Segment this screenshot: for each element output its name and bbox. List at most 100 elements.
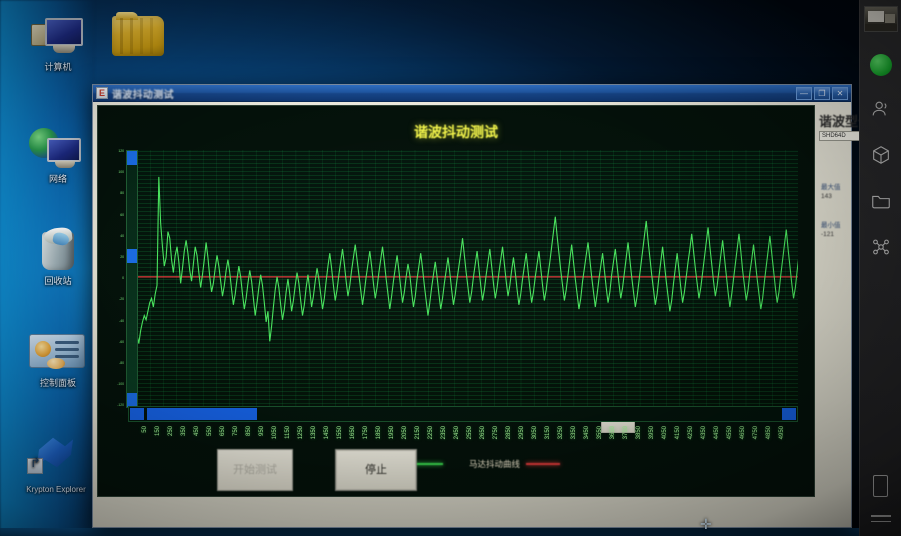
x-tick-label: 1850: [376, 426, 382, 440]
x-tick-label: 2450: [454, 426, 460, 440]
hscroll-thumb[interactable]: [147, 408, 257, 420]
x-tick-label: 2350: [441, 426, 447, 440]
x-tick-label: 4650: [740, 426, 746, 440]
window-title: 谐波抖动测试: [112, 89, 174, 101]
x-tick-label: 1150: [285, 426, 291, 439]
control-panel-icon: [27, 330, 89, 376]
x-tick-label: 1350: [311, 426, 317, 440]
thumbnail-preview[interactable]: [863, 6, 898, 32]
hscroll-right-thumb[interactable]: [782, 408, 796, 420]
y-tick-label: 40: [120, 233, 124, 238]
x-tick-label: 650: [220, 426, 226, 437]
phone-icon[interactable]: [873, 475, 888, 498]
chart-plot-area[interactable]: [136, 150, 798, 408]
share-nodes-icon[interactable]: [868, 234, 894, 260]
legend-swatch-red: [526, 463, 561, 465]
taskbar[interactable]: [0, 528, 860, 536]
desktop-icon-label: 计算机: [44, 62, 72, 72]
x-tick-label: 2250: [428, 426, 434, 440]
x-tick-label: 850: [246, 426, 252, 437]
status-dot[interactable]: [869, 54, 892, 76]
network-icon: [27, 126, 89, 172]
vscroll-up-thumb[interactable]: [127, 151, 137, 165]
x-tick-label: 3850: [636, 426, 642, 440]
legend-item-motor: 马达抖动曲线: [469, 458, 561, 470]
window-title-bar[interactable]: E 谐波抖动测试 — ❐ ✕: [93, 85, 851, 102]
x-tick-label: 3350: [571, 426, 577, 440]
maximize-button[interactable]: ❐: [814, 87, 830, 100]
y-tick-label: 100: [118, 170, 124, 175]
x-tick-label: 4750: [753, 426, 759, 440]
x-tick-label: 4550: [727, 426, 733, 440]
x-tick-label: 4250: [688, 426, 694, 440]
y-tick-label: -40: [119, 318, 124, 323]
x-tick-label: 50: [142, 426, 148, 433]
computer-icon: [29, 14, 87, 60]
series-harmonic-jitter: [137, 176, 798, 344]
x-tick-label: 1050: [272, 426, 278, 440]
x-tick-label: 3550: [597, 426, 603, 440]
x-tick-label: 2050: [402, 426, 408, 440]
desktop-icon-label: 回收站: [44, 276, 72, 286]
desktop-icon-folder[interactable]: [96, 12, 180, 60]
desktop-icon-control-panel[interactable]: 控制面板: [16, 330, 100, 389]
desktop-icon-label: 控制面板: [39, 378, 76, 388]
sidebar-bottom-group: [860, 475, 901, 536]
desktop-icon-network[interactable]: 网络: [16, 126, 100, 185]
x-tick-label: 3750: [623, 426, 629, 440]
x-tick-label: 2950: [519, 426, 525, 440]
x-tick-label: 4150: [675, 426, 681, 440]
close-button[interactable]: ✕: [832, 87, 848, 100]
y-tick-label: 20: [120, 255, 124, 260]
desktop-icon-label: 网络: [48, 174, 67, 184]
chart-y-axis-ticks: 120 100 80 60 40 20 0 -20 -40 -60 -80 -100 -120: [102, 149, 124, 408]
min-label: 最小值: [821, 222, 841, 229]
min-value: -121: [821, 231, 835, 238]
x-tick-label: 1250: [298, 426, 304, 440]
desktop-icon-computer[interactable]: 计算机: [16, 14, 100, 73]
window-controls: — ❐ ✕: [796, 87, 848, 100]
folder-icon[interactable]: [868, 188, 894, 214]
desktop-icon-recycle-bin[interactable]: 回收站: [16, 226, 100, 287]
x-tick-label: 3650: [610, 426, 616, 440]
chart-panel: 谐波抖动测试 120 100 80 60 40 20 0 -20 -40 -60 -80 -100 -1…: [97, 105, 815, 497]
max-label: 最大值: [821, 184, 841, 191]
minimize-button[interactable]: —: [796, 87, 812, 100]
desktop-icon-krypton-explorer[interactable]: Krypton Explorer: [8, 436, 104, 495]
menu-icon[interactable]: [870, 511, 891, 526]
hscroll-left-thumb[interactable]: [130, 408, 144, 420]
x-tick-label: 150: [155, 426, 161, 437]
mouse-cursor: ✛: [700, 516, 712, 532]
y-tick-label: -20: [119, 297, 124, 302]
cube-icon[interactable]: [868, 142, 894, 168]
y-tick-label: 0: [122, 276, 124, 281]
x-tick-label: 3050: [532, 426, 538, 440]
x-tick-label: 250: [168, 426, 174, 437]
x-tick-label: 2150: [415, 426, 421, 440]
x-tick-label: 2550: [467, 426, 473, 440]
x-tick-label: 750: [233, 426, 239, 437]
x-tick-label: 350: [181, 426, 187, 437]
chart-svg: [137, 150, 798, 408]
x-tick-label: 3950: [649, 426, 655, 440]
chart-horizontal-scrollbar[interactable]: [128, 406, 798, 422]
x-tick-label: 4950: [779, 426, 785, 440]
chart-vertical-scrollbar[interactable]: [126, 150, 138, 408]
x-tick-label: 2750: [493, 426, 499, 440]
krypton-explorer-icon: [21, 436, 91, 482]
vscroll-down-thumb[interactable]: [127, 393, 137, 407]
y-tick-label: 120: [118, 149, 124, 153]
x-tick-label: 2850: [506, 426, 512, 440]
y-tick-label: -80: [119, 361, 124, 366]
y-tick-label: 80: [120, 191, 124, 196]
x-tick-label: 4350: [701, 426, 707, 440]
y-tick-label: -120: [117, 403, 124, 408]
legend-label: 马达抖动曲线: [469, 459, 521, 469]
max-value: 143: [821, 193, 832, 200]
vscroll-thumb[interactable]: [127, 249, 137, 263]
x-tick-label: 4850: [766, 426, 772, 440]
contacts-icon[interactable]: [868, 96, 894, 122]
x-tick-label: 1450: [324, 426, 330, 440]
x-tick-label: 450: [194, 426, 200, 437]
